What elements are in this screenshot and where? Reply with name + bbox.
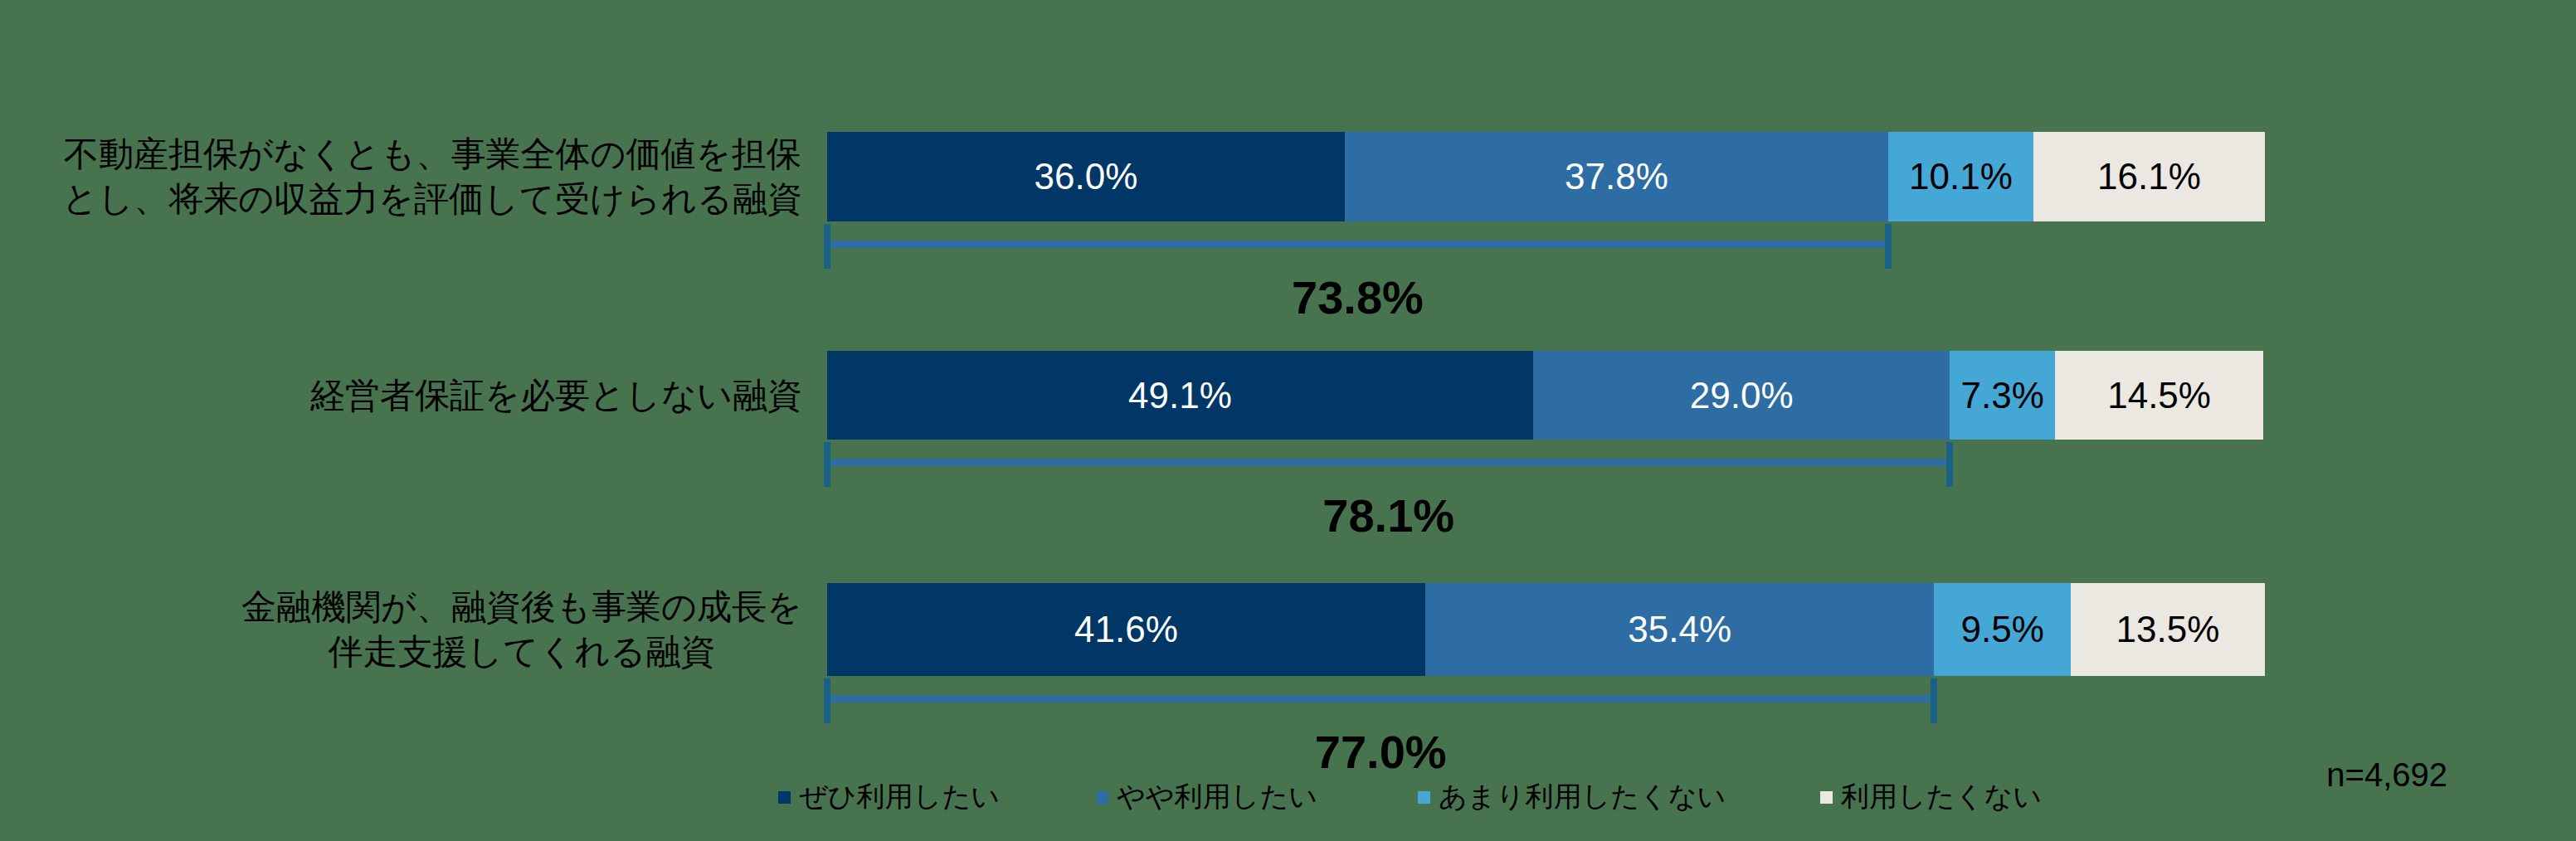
sample-size-label: n=4,692: [2326, 756, 2447, 794]
bar-segment: 49.1%: [827, 351, 1533, 440]
bracket-total-label: 73.8%: [827, 275, 1888, 321]
legend-item: 利用したくない: [1820, 778, 2042, 816]
legend-item: やや利用したい: [1096, 778, 1317, 816]
bracket-tick: [824, 224, 830, 269]
legend-swatch: [1096, 791, 1108, 804]
bracket-tick: [824, 442, 830, 487]
bracket-tick: [1946, 442, 1953, 487]
legend-label: ぜひ利用したい: [799, 778, 1000, 816]
survey-chart-page: { "chart_data": { "type": "bar", "varian…: [0, 0, 2576, 841]
stacked-bar-chart: 不動産担保がなくとも、事業全体の価値を担保 とし、将来の収益力を評価して受けられ…: [0, 0, 2576, 841]
bar-segment: 9.5%: [1934, 583, 2071, 676]
legend-item: ぜひ利用したい: [778, 778, 1000, 816]
category-label: 金融機関が、融資後も事業の成長を 伴走支援してくれる融資: [0, 575, 802, 684]
category-label-text: 経営者保証を必要としない融資: [310, 373, 802, 418]
bracket-line: [827, 241, 1888, 248]
bar-segment: 7.3%: [1950, 351, 2055, 440]
legend-label: 利用したくない: [1841, 778, 2042, 816]
legend-label: やや利用したい: [1117, 778, 1317, 816]
legend-swatch: [778, 791, 791, 804]
bracket-total-label: 77.0%: [827, 729, 1934, 775]
legend-item: あまり利用したくない: [1418, 778, 1726, 816]
bar-segment: 16.1%: [2033, 132, 2265, 221]
bracket-tick: [1931, 678, 1937, 723]
legend-swatch: [1418, 791, 1430, 804]
bar-segment: 14.5%: [2055, 351, 2263, 440]
bracket-line: [827, 695, 1934, 702]
bar-segment: 10.1%: [1888, 132, 2033, 221]
legend-label: あまり利用したくない: [1439, 778, 1726, 816]
bracket-tick: [1885, 224, 1892, 269]
bar-segment: 36.0%: [827, 132, 1345, 221]
bar-segment: 29.0%: [1533, 351, 1950, 440]
stacked-bar-row: 49.1%29.0%7.3%14.5%: [827, 351, 2265, 440]
bar-segment: 13.5%: [2071, 583, 2265, 676]
category-label: 不動産担保がなくとも、事業全体の価値を担保 とし、将来の収益力を評価して受けられ…: [0, 124, 802, 230]
bracket-total-label: 78.1%: [827, 493, 1950, 539]
category-label-text: 不動産担保がなくとも、事業全体の価値を担保 とし、将来の収益力を評価して受けられ…: [62, 132, 802, 221]
category-label-text: 金融機関が、融資後も事業の成長を 伴走支援してくれる融資: [241, 585, 802, 674]
bracket-tick: [824, 678, 830, 723]
category-label: 経営者保証を必要としない融資: [0, 343, 802, 448]
bar-segment: 41.6%: [827, 583, 1425, 676]
stacked-bar-row: 41.6%35.4%9.5%13.5%: [827, 583, 2265, 676]
bar-segment: 37.8%: [1345, 132, 1888, 221]
stacked-bar-row: 36.0%37.8%10.1%16.1%: [827, 132, 2265, 221]
legend-swatch: [1820, 791, 1833, 804]
bar-segment: 35.4%: [1425, 583, 1934, 676]
bracket-line: [827, 459, 1950, 466]
